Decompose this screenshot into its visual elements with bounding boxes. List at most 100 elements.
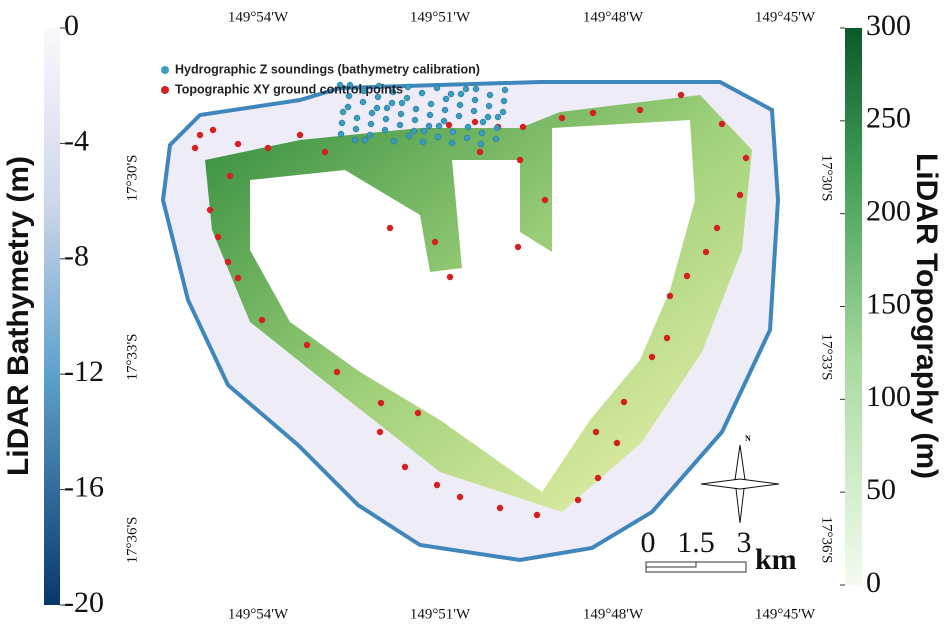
sounding bbox=[406, 133, 412, 139]
sounding bbox=[472, 97, 478, 103]
sounding bbox=[495, 114, 501, 120]
sounding bbox=[450, 129, 456, 135]
control-point bbox=[225, 259, 231, 265]
sounding bbox=[471, 108, 477, 114]
control-point bbox=[595, 475, 601, 481]
control-point bbox=[542, 197, 548, 203]
sounding bbox=[463, 86, 469, 92]
sounding bbox=[397, 122, 403, 128]
sounding bbox=[398, 111, 404, 117]
control-point bbox=[684, 273, 690, 279]
control-point bbox=[719, 121, 725, 127]
control-point bbox=[402, 464, 408, 470]
control-point bbox=[235, 275, 241, 281]
control-point bbox=[378, 400, 384, 406]
sounding bbox=[500, 109, 506, 115]
scale-unit: km bbox=[755, 543, 797, 576]
sounding bbox=[421, 128, 427, 134]
sounding bbox=[465, 124, 471, 130]
longitude-label: 149°45'W bbox=[755, 9, 816, 25]
control-point bbox=[559, 115, 565, 121]
control-point bbox=[590, 110, 596, 116]
control-point bbox=[472, 119, 478, 125]
sounding bbox=[441, 118, 447, 124]
control-point bbox=[637, 107, 643, 113]
control-point bbox=[227, 173, 233, 179]
control-point bbox=[334, 369, 340, 375]
control-point bbox=[477, 149, 483, 155]
control-point bbox=[447, 274, 453, 280]
control-point bbox=[304, 342, 310, 348]
sounding bbox=[434, 85, 440, 91]
sounding bbox=[384, 105, 390, 111]
sounding bbox=[480, 119, 486, 125]
control-point bbox=[432, 239, 438, 245]
control-point bbox=[621, 399, 627, 405]
longitude-label: 149°48'W bbox=[583, 606, 644, 622]
control-point bbox=[703, 249, 709, 255]
latitude-label: 17°33'S bbox=[819, 333, 835, 380]
map-figure: LiDAR Bathymetry (m) LiDAR Topography (m… bbox=[0, 0, 947, 630]
control-point bbox=[387, 225, 393, 231]
control-point bbox=[259, 317, 265, 323]
control-point bbox=[265, 145, 271, 151]
control-point bbox=[210, 127, 216, 133]
longitude-label: 149°45'W bbox=[755, 606, 816, 622]
sounding bbox=[368, 121, 374, 127]
colorbar-title: LiDAR Bathymetry (m) bbox=[2, 156, 35, 476]
sounding bbox=[411, 128, 417, 134]
colorbar-tick-label: 150 bbox=[866, 287, 911, 320]
sounding bbox=[338, 131, 344, 137]
control-point bbox=[737, 192, 743, 198]
control-point bbox=[497, 505, 503, 511]
map bbox=[145, 40, 835, 600]
sounding bbox=[442, 107, 448, 113]
control-point bbox=[664, 335, 670, 341]
control-point bbox=[714, 225, 720, 231]
sounding bbox=[345, 104, 351, 110]
control-point bbox=[575, 497, 581, 503]
legend-label: Topographic XY ground control points bbox=[175, 82, 403, 96]
sounding bbox=[374, 105, 380, 111]
sounding bbox=[458, 91, 464, 97]
colorbar-tick-label: -20 bbox=[64, 586, 104, 619]
control-point bbox=[520, 124, 526, 130]
sounding bbox=[367, 132, 373, 138]
sounding bbox=[448, 91, 454, 97]
sounding bbox=[419, 90, 425, 96]
sounding bbox=[391, 138, 397, 144]
sounding bbox=[428, 101, 434, 107]
control-point bbox=[446, 122, 452, 128]
control-point bbox=[322, 149, 328, 155]
colorbar-tick-label: 200 bbox=[866, 195, 911, 228]
sounding bbox=[404, 95, 410, 101]
sounding bbox=[389, 100, 395, 106]
legend-marker bbox=[161, 86, 169, 94]
sounding bbox=[436, 123, 442, 129]
sounding bbox=[383, 116, 389, 122]
control-point bbox=[235, 141, 241, 147]
colorbar-tick-label: 100 bbox=[866, 380, 911, 413]
sounding bbox=[426, 123, 432, 129]
sounding bbox=[464, 135, 470, 141]
sounding bbox=[413, 106, 419, 112]
sounding bbox=[449, 140, 455, 146]
longitude-label: 149°48'W bbox=[583, 9, 644, 25]
control-point bbox=[457, 494, 463, 500]
sounding bbox=[340, 109, 346, 115]
sounding bbox=[473, 86, 479, 92]
sounding bbox=[339, 120, 345, 126]
latitude-label: 17°36'S bbox=[819, 516, 835, 563]
control-point bbox=[377, 429, 383, 435]
colorbar-tick-label: -12 bbox=[64, 355, 104, 388]
control-point bbox=[207, 207, 213, 213]
sounding bbox=[501, 98, 507, 104]
bathymetry-colorbar bbox=[44, 28, 60, 605]
longitude-label: 149°54'W bbox=[228, 606, 289, 622]
sounding bbox=[427, 112, 433, 118]
longitude-label: 149°51'W bbox=[410, 606, 471, 622]
sounding bbox=[399, 100, 405, 106]
legend-marker bbox=[161, 66, 169, 74]
longitude-label: 149°54'W bbox=[228, 9, 289, 25]
sounding bbox=[362, 137, 368, 143]
